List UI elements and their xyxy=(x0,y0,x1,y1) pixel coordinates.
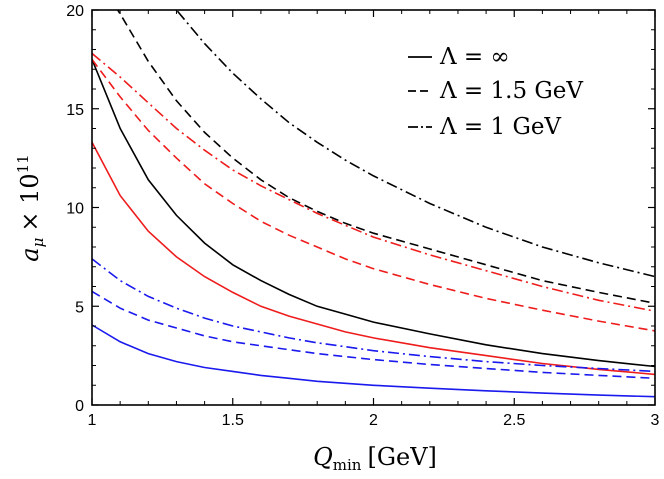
x-tick-label: 3 xyxy=(651,412,660,429)
y-axis-subscript: μ xyxy=(29,238,47,248)
y-axis-exponent: 11 xyxy=(14,154,32,173)
y-tick-label: 10 xyxy=(66,201,84,218)
x-tick-label: 1.5 xyxy=(222,412,244,429)
x-axis-label: Qmin [GeV] xyxy=(313,443,437,474)
x-tick-label: 2 xyxy=(369,412,378,429)
y-tick-label: 15 xyxy=(66,102,84,119)
x-tick-label: 2.5 xyxy=(503,412,525,429)
y-tick-label: 20 xyxy=(66,3,84,20)
x-tick-label: 1 xyxy=(88,412,97,429)
series-line-9 xyxy=(92,258,655,373)
y-axis-times: × 10 xyxy=(16,173,44,231)
legend-label-2: Λ = 1.5 GeV xyxy=(439,78,583,104)
series-layer xyxy=(92,10,655,398)
series-line-3 xyxy=(175,10,655,278)
series-line-6 xyxy=(92,52,655,312)
series-line-2 xyxy=(116,10,655,305)
y-tick-label: 5 xyxy=(75,299,84,316)
legend-label-1: Λ = ∞ xyxy=(439,44,510,70)
legend-label-3: Λ = 1 GeV xyxy=(439,114,561,140)
series-line-7 xyxy=(92,324,655,398)
series-line-4 xyxy=(92,141,655,376)
plot-frame xyxy=(91,9,656,406)
x-axis-subscript: min xyxy=(333,456,362,474)
y-tick-label: 0 xyxy=(75,398,84,415)
series-line-5 xyxy=(92,58,655,332)
x-axis-symbol: Q xyxy=(313,443,333,471)
series-line-1 xyxy=(92,59,655,368)
x-axis-unit: [GeV] xyxy=(367,443,436,471)
tick-layer: 1 1.5 2 2.5 3 0 5 10 15 20 xyxy=(66,3,659,429)
y-axis-label: aμ × 1011 xyxy=(14,154,47,261)
y-axis-symbol: a xyxy=(16,247,44,261)
series-line-8 xyxy=(92,290,655,380)
legend: Λ = ∞ Λ = 1.5 GeV Λ = 1 GeV xyxy=(408,44,583,140)
